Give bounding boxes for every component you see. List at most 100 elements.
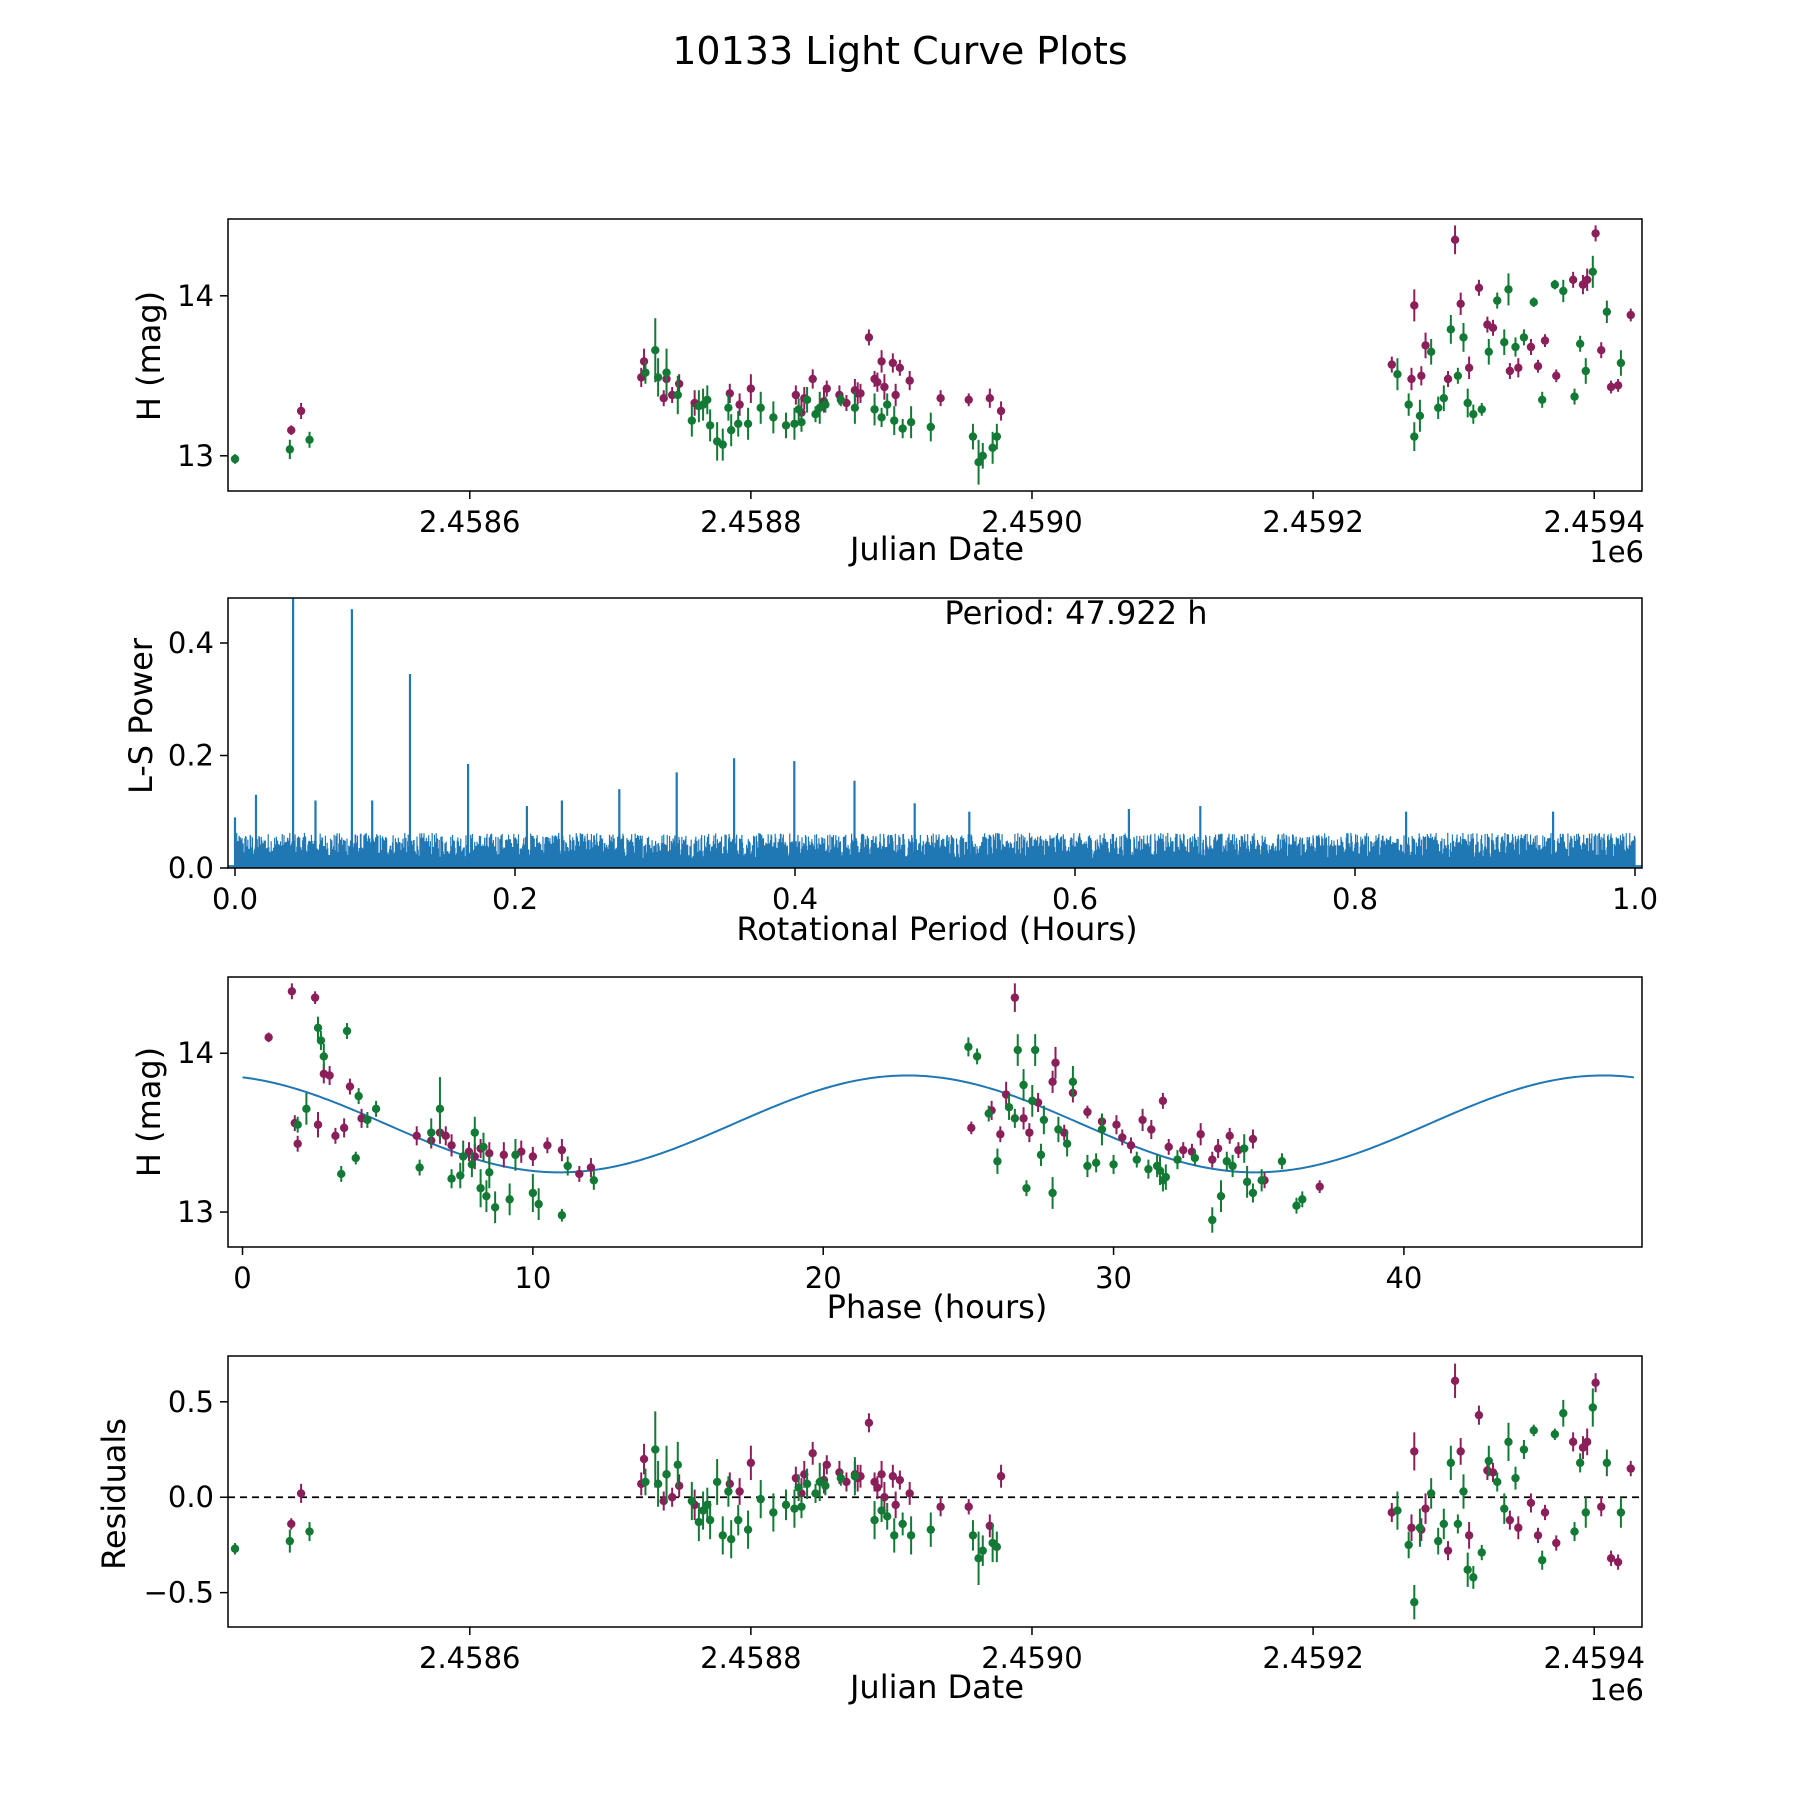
panel-2-data-point [1083, 1161, 1092, 1171]
panel-3-data-point [808, 1449, 817, 1458]
panel-3-data-point [735, 1487, 744, 1496]
panel-2-data-point [490, 1203, 500, 1212]
panel-3-data-point [1570, 1527, 1579, 1536]
panel-3-data-point [905, 1489, 914, 1498]
panel-3-data-point [1469, 1573, 1478, 1582]
panel-0-data-point [794, 405, 803, 414]
panel-2-data-point [1173, 1155, 1182, 1164]
panel-2-data-point [412, 1131, 421, 1141]
periodogram-power-line [234, 598, 1636, 868]
panel-3-data-point [230, 1544, 240, 1553]
panel-3-data-point [1459, 1487, 1468, 1496]
panel-0-data-point [769, 413, 778, 422]
panel-3-data-point [877, 1470, 886, 1479]
panel-2-data-point [1019, 1114, 1028, 1123]
panel-0-data-point [1597, 346, 1606, 355]
panel-3-data-point [1505, 1515, 1515, 1525]
panel-0-xtick-label: 2.4592 [1262, 505, 1363, 539]
panel-0-data-point [790, 419, 799, 428]
panel-0-data-point [1387, 360, 1397, 369]
panel-3-data-point [794, 1483, 803, 1492]
panel-2-data-point [447, 1174, 456, 1183]
panel-0-series-magenta [287, 225, 1635, 435]
panel-3-data-point [1533, 1531, 1543, 1540]
periodogram-baseline [228, 865, 1642, 868]
panel-0-xtick-label: 2.4588 [700, 505, 801, 539]
panel-0-xtick-label: 2.4586 [419, 505, 520, 539]
panel-0-data-point [1613, 381, 1623, 390]
panel-2-data-point [557, 1211, 567, 1220]
panel-3-data-point [674, 1481, 684, 1490]
panel-0-data-point [850, 403, 860, 412]
panel-2-data-point [575, 1169, 584, 1179]
panel-2-data-point [458, 1152, 468, 1161]
panel-2-data-point [456, 1171, 465, 1180]
panel-0-data-point [877, 413, 886, 422]
panel-2-data-point [435, 1104, 445, 1114]
panel-0-data-point [1469, 410, 1478, 419]
panel-3-data-point [790, 1504, 799, 1513]
panel-0-data-point [1459, 333, 1468, 342]
panel-2-ytick-label: 13 [177, 1195, 214, 1229]
panel-2-data-point [1013, 1045, 1022, 1055]
panel-2-data-point [1132, 1155, 1141, 1164]
panel-0-data-point [1453, 371, 1463, 380]
phased-xlabel: Phase (hours) [827, 1288, 1048, 1326]
panel-0-data-point [734, 419, 743, 428]
panel-0-data-point [287, 426, 296, 435]
panel-0-data-point [305, 435, 314, 444]
panel-3-data-point [653, 1479, 663, 1489]
panel-2-data-point [1054, 1125, 1063, 1134]
panel-2-data-point [319, 1052, 329, 1061]
panel-3-data-point [1581, 1508, 1590, 1517]
panel-2-data-point [1118, 1133, 1127, 1142]
panel-2-data-point [1213, 1144, 1223, 1153]
panel-2-data-point [1248, 1188, 1258, 1198]
panel-0-data-point [1443, 374, 1453, 384]
panel-0-data-point [864, 333, 874, 342]
panel-3-data-point [968, 1531, 978, 1540]
periodogram-ylabel: L-S Power [122, 637, 160, 794]
panel-0-data-point [1393, 370, 1402, 379]
panel-2-data-point [415, 1163, 424, 1172]
panel-2-data-point [1161, 1172, 1171, 1182]
panel-2-data-point [1109, 1160, 1118, 1169]
panel-2-data-point [302, 1104, 311, 1114]
panel-0-data-point [836, 395, 846, 404]
panel-2-data-point [470, 1128, 479, 1137]
panel-0-data-point [651, 346, 660, 355]
panel-2-data-point [1179, 1145, 1188, 1155]
panel-3-data-point [756, 1494, 765, 1504]
lightcurve-offset-label: 1e6 [1589, 535, 1644, 569]
panel-0-data-point [1588, 267, 1598, 276]
panel-0-data-point [811, 410, 820, 419]
panel-0-data-point [1616, 358, 1626, 368]
panel-0-data-point [974, 458, 983, 467]
panel-3-data-point [1519, 1445, 1529, 1454]
panel-3-data-point [641, 1477, 650, 1487]
residuals-ylabel: Residuals [95, 1418, 133, 1570]
panel-0-data-point [1415, 411, 1425, 420]
panel-2-data-point [543, 1141, 552, 1150]
panel-2-data-point [325, 1071, 334, 1080]
panel-3-data-point [822, 1460, 831, 1469]
panel-2-data-point [1208, 1215, 1217, 1225]
panel-2-data-point [534, 1199, 543, 1209]
panel-0-data-point [996, 406, 1006, 416]
panel-3-axes-frame [227, 1355, 1643, 1628]
panel-3-data-point [1626, 1464, 1635, 1473]
panel-0-data-point [1421, 341, 1430, 350]
panel-3-data-point [895, 1475, 905, 1485]
panel-3-data-point [1421, 1504, 1430, 1513]
panel-0-data-point [992, 432, 1002, 441]
panel-0-data-point [873, 378, 882, 387]
panel-3-xtick-label: 2.4590 [981, 1641, 1082, 1675]
periodogram-xlabel: Rotational Period (Hours) [736, 910, 1137, 948]
panel-2-data-point [1051, 1058, 1060, 1067]
panel-0-axes-frame [227, 218, 1643, 492]
panel-3-data-point [964, 1502, 973, 1511]
panel-0-data-point [230, 454, 240, 464]
panel-3-data-point [1404, 1540, 1413, 1550]
panel-0-data-point [1456, 299, 1465, 308]
panel-0-data-point [1568, 275, 1578, 284]
